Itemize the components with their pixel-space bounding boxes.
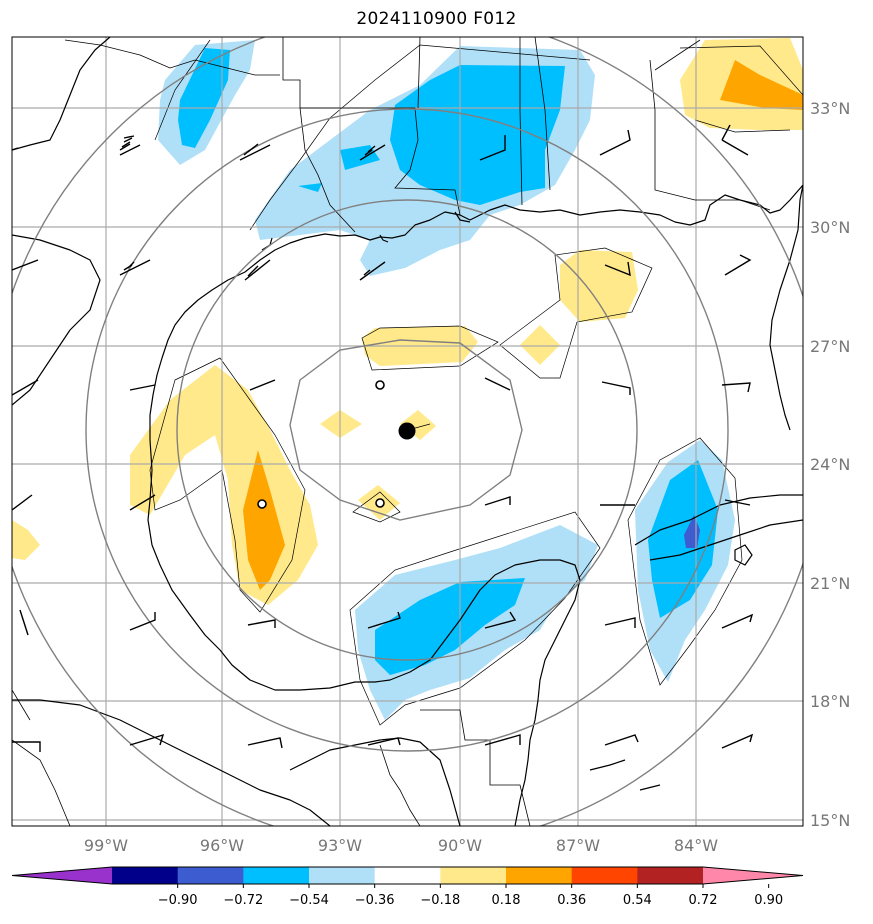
colorbar-segment (374, 867, 441, 884)
lat-label: 27°N (810, 337, 850, 356)
lat-labels: 33°N 30°N 27°N 24°N 21°N 18°N 15°N (810, 99, 850, 830)
small-circle-marker (375, 498, 385, 508)
colorbar-segment (112, 867, 179, 884)
wind-barbs (12, 124, 754, 752)
range-rings (12, 37, 803, 826)
shade-blue (648, 460, 718, 618)
colorbar-tick-label: 0.36 (557, 893, 586, 908)
shade-blue (298, 183, 322, 192)
colorbar-tick-label: −0.72 (223, 893, 263, 908)
shade-blue (178, 48, 230, 148)
colorbar-tick-label: −0.18 (420, 893, 460, 908)
map-area (12, 37, 803, 826)
shade-orange (720, 60, 803, 110)
colorbar-tick-label: −0.54 (289, 893, 329, 908)
shade-yellow (520, 325, 560, 365)
lat-label: 24°N (810, 455, 850, 474)
coastlines (12, 37, 803, 826)
shade-orange (243, 450, 285, 590)
lon-label: 99°W (84, 836, 128, 855)
shading-layer (12, 38, 803, 720)
colorbar-segment (506, 867, 573, 884)
small-circle-marker (257, 499, 267, 509)
colorbar-extend-high (703, 867, 803, 884)
lat-label: 33°N (810, 99, 850, 118)
range-ring-2 (176, 199, 638, 661)
map-frame (11, 36, 804, 827)
map-title: 2024110900 F012 (356, 9, 517, 29)
shade-yellow (12, 520, 40, 560)
gridlines (12, 37, 803, 826)
colorbar-tick-label: 0.72 (689, 893, 718, 908)
colorbar-segment (177, 867, 244, 884)
colorbar-tick-label: −0.90 (158, 893, 198, 908)
range-ring-1 (289, 339, 523, 521)
colorbar-tick-label: 0.54 (623, 893, 652, 908)
center-contour (407, 423, 431, 431)
lon-labels: 99°W 96°W 93°W 90°W 87°W 84°W (84, 836, 718, 855)
colorbar-extend-low (12, 867, 112, 884)
colorbar-segment (243, 867, 310, 884)
colorbar-tick-label: 0.90 (754, 893, 783, 908)
colorbar-segment (637, 867, 704, 884)
storm-center-marker (398, 422, 416, 440)
shade-yellow (400, 410, 436, 440)
lon-label: 87°W (556, 836, 600, 855)
lon-label: 90°W (438, 836, 482, 855)
colorbar-segment (571, 867, 638, 884)
shade-blue (375, 578, 525, 675)
lat-label: 21°N (810, 574, 850, 593)
lat-label: 18°N (810, 692, 850, 711)
colorbar-segment (440, 867, 507, 884)
lat-label: 15°N (810, 811, 850, 830)
lon-label: 84°W (674, 836, 718, 855)
colorbar-segment (309, 867, 376, 884)
small-circle-marker (375, 380, 385, 390)
lon-label: 96°W (200, 836, 244, 855)
storm-markers (257, 380, 431, 509)
colorbar: −0.90 −0.72 −0.54 −0.36 −0.18 0.18 0.36 0.54 0.7… (11, 866, 804, 908)
lon-label: 93°W (318, 836, 362, 855)
colorbar-tick-label: 0.18 (492, 893, 521, 908)
shade-yellow (560, 250, 638, 322)
colorbar-tick-label: −0.36 (355, 893, 395, 908)
shade-yellow (320, 410, 362, 438)
colorbar-outline (11, 866, 804, 885)
range-ring-3 (85, 108, 729, 752)
lat-label: 30°N (810, 218, 850, 237)
